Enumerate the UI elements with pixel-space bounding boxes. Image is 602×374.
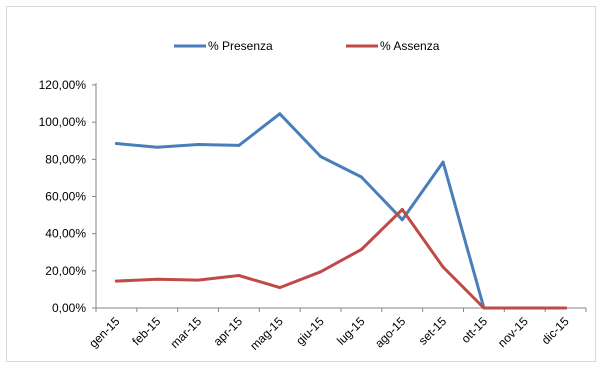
series-point-1 bbox=[482, 306, 486, 310]
series-point-1 bbox=[155, 277, 159, 281]
series-point-0 bbox=[237, 143, 241, 147]
series-point-0 bbox=[441, 160, 445, 164]
y-axis: 0,00% 20,00% 40,00% 60,00% 80,00% 100,00% 120,… bbox=[39, 78, 97, 315]
y-tick-label: 100,00% bbox=[39, 115, 87, 129]
series-point-0 bbox=[319, 155, 323, 159]
legend-label-1: % Assenza bbox=[380, 39, 440, 53]
series-point-1 bbox=[278, 286, 282, 290]
legend-label-0: % Presenza bbox=[208, 39, 273, 53]
series-point-0 bbox=[400, 218, 404, 222]
series-point-1 bbox=[400, 208, 404, 212]
series-point-1 bbox=[196, 278, 200, 282]
series-layer bbox=[114, 112, 568, 310]
series-point-1 bbox=[523, 306, 527, 310]
series-point-1 bbox=[319, 270, 323, 274]
y-tick-label: 40,00% bbox=[45, 227, 86, 241]
series-point-0 bbox=[278, 112, 282, 116]
chart-border bbox=[6, 6, 596, 362]
y-tick-label: 20,00% bbox=[45, 264, 86, 278]
series-point-1 bbox=[237, 273, 241, 277]
series-point-1 bbox=[441, 265, 445, 269]
series-point-1 bbox=[359, 247, 363, 251]
legend: % Presenza % Assenza bbox=[174, 39, 440, 53]
series-point-1 bbox=[114, 279, 118, 283]
series-point-0 bbox=[196, 142, 200, 146]
y-tick-label: 60,00% bbox=[45, 190, 86, 204]
y-tick-label: 80,00% bbox=[45, 152, 86, 166]
series-point-1 bbox=[564, 306, 568, 310]
series-point-0 bbox=[359, 175, 363, 179]
series-point-0 bbox=[114, 142, 118, 146]
y-tick-label: 120,00% bbox=[39, 78, 87, 92]
series-point-0 bbox=[155, 145, 159, 149]
series-line-1 bbox=[114, 208, 568, 310]
y-tick-label: 0,00% bbox=[52, 301, 86, 315]
